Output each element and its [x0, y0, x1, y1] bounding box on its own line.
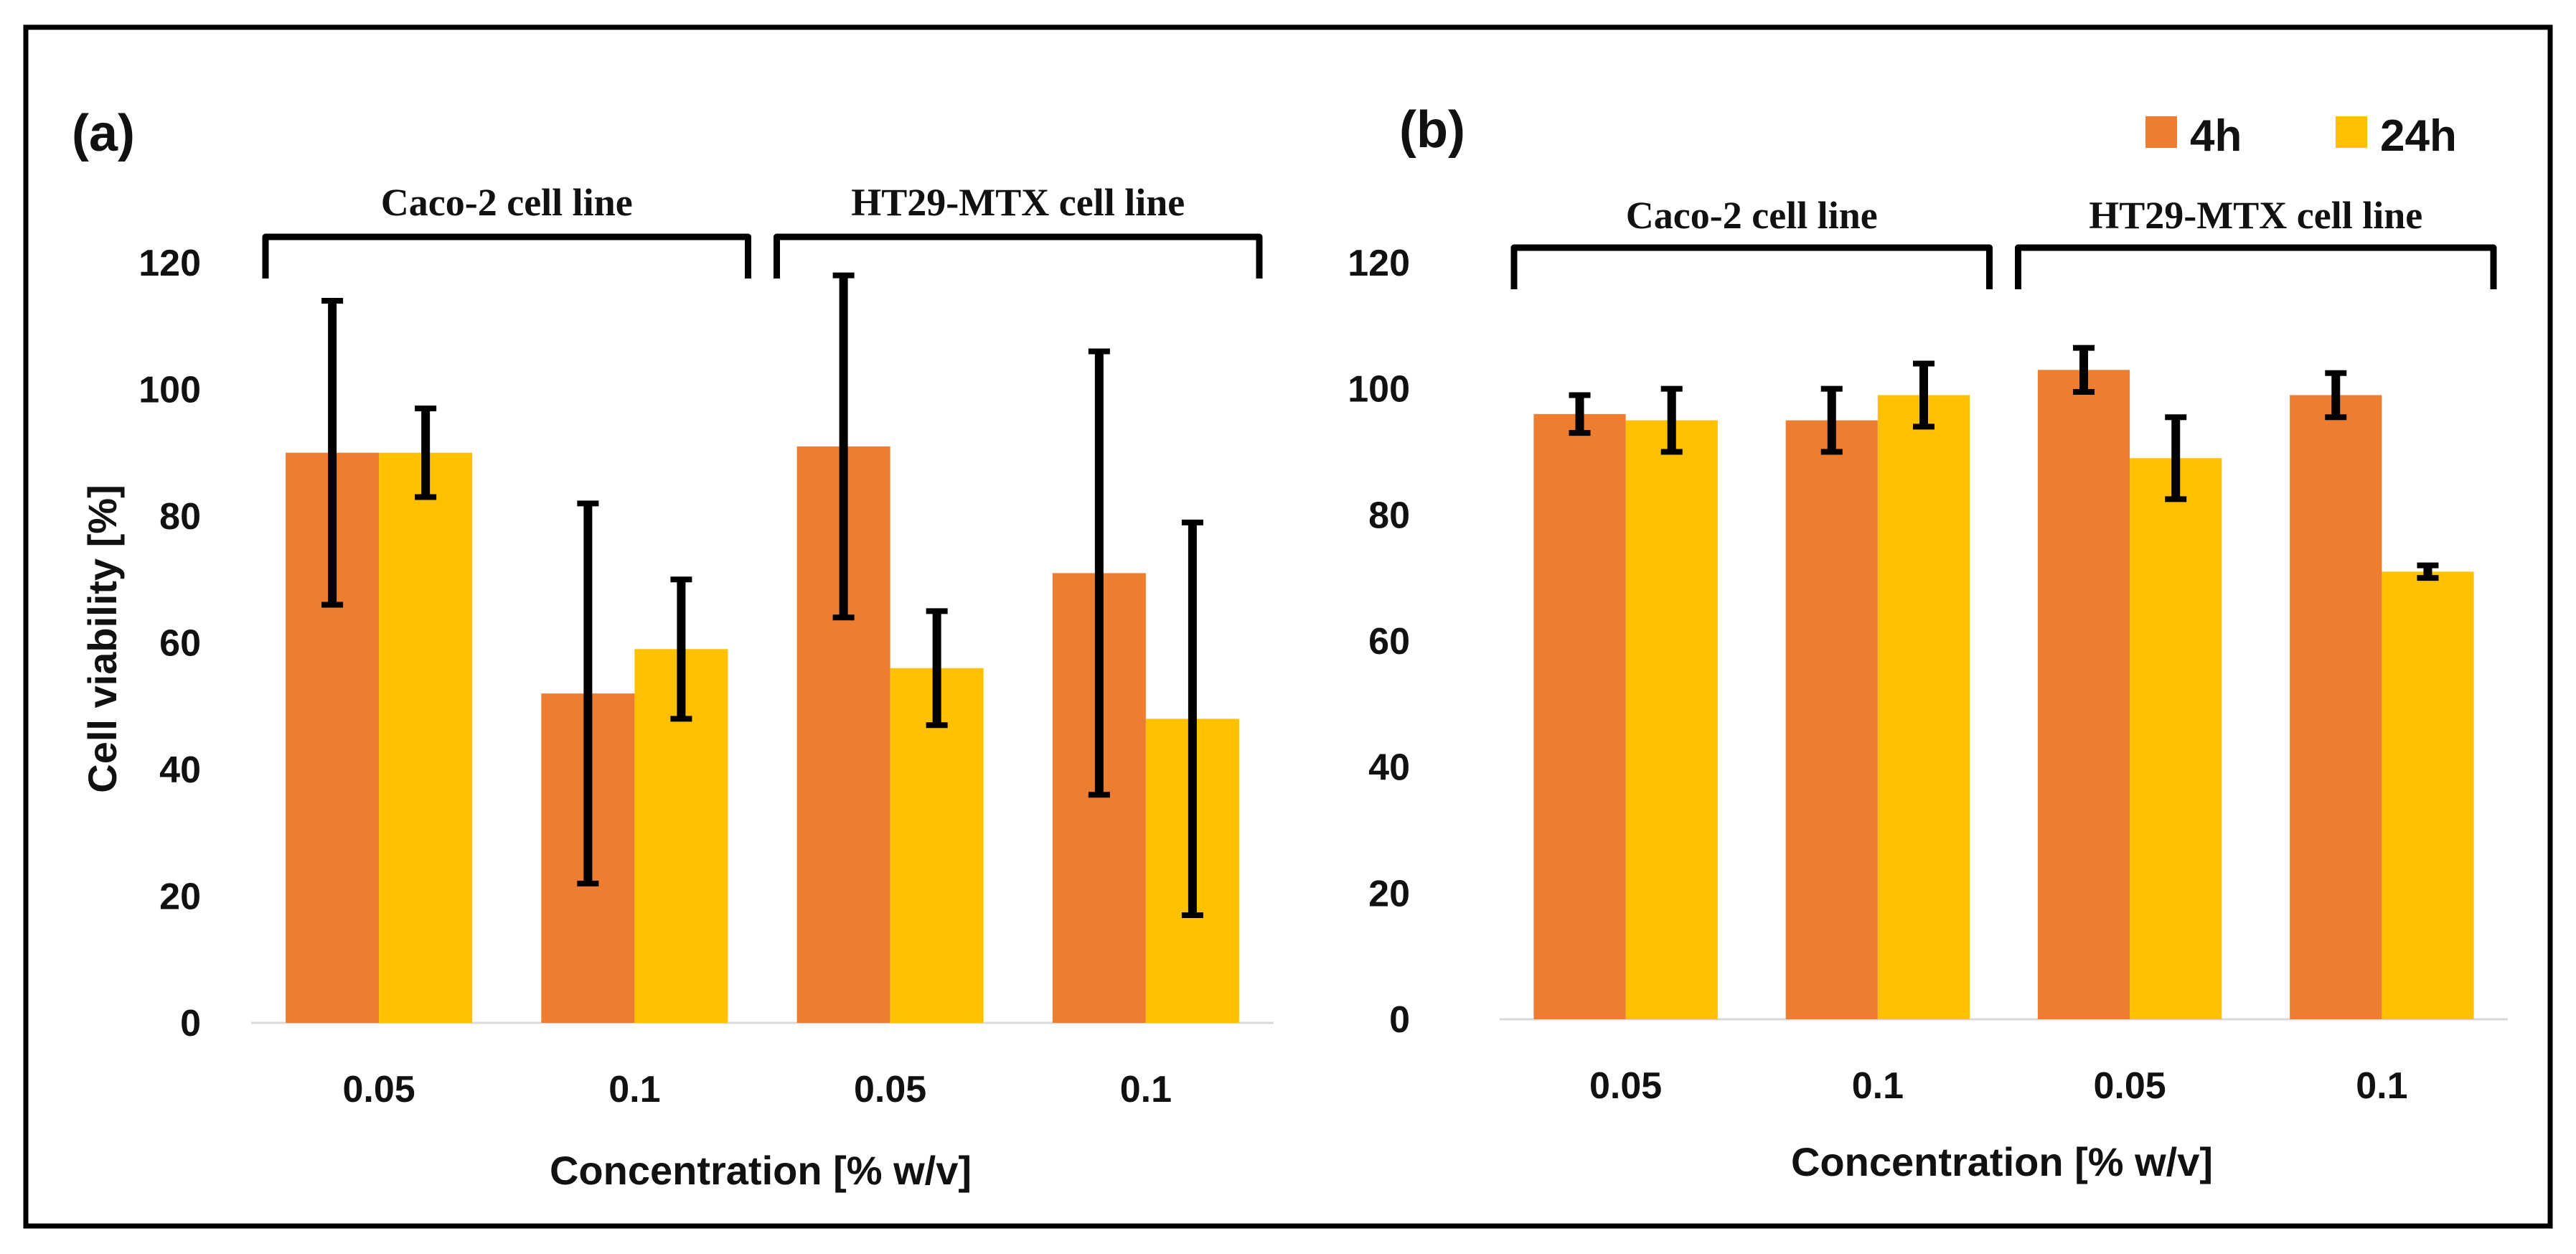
panel-b-bar-4h-1 [1533, 413, 1626, 1019]
panel-b-bar-4h-3 [2037, 370, 2130, 1019]
panel-b-y-tick-label: 40 [1368, 747, 1410, 789]
panel-b-bar-24h-3 [2130, 458, 2222, 1019]
panel-b-x-tick-label: 0.1 [1852, 1065, 1904, 1107]
panel-b-bar-4h-4 [2290, 395, 2382, 1019]
panel-a-group-bracket-2 [774, 233, 1263, 279]
panel-b-y-tick-label: 100 [1348, 369, 1410, 411]
panel-a-x-tick-label: 0.05 [343, 1069, 415, 1110]
panel-a-y-tick-label: 20 [159, 876, 201, 918]
legend-label-4h: 4h [2190, 111, 2242, 161]
legend-swatch-4h [2145, 116, 2177, 148]
chart-layer: (a) 0 20 40 60 80 100 120 Cell viability [%] 0.05… [72, 101, 2508, 1193]
panel-a-group-bracket-1 [262, 233, 751, 279]
panel-b-bar-24h-4 [2382, 571, 2474, 1019]
panel-b-y-tick-label: 80 [1368, 495, 1410, 536]
panel-a-y-tick-label: 100 [138, 370, 201, 411]
legend-swatch-24h [2336, 116, 2367, 148]
panel-b-y-tick-label: 60 [1368, 621, 1410, 663]
panel-a-y-axis-title: Cell viability [%] [80, 485, 125, 792]
panel-b-x-tick-label: 0.05 [1589, 1065, 1662, 1107]
panel-b-x-tick-label: 0.05 [2094, 1065, 2166, 1107]
panel-a-bar-24h-1 [379, 452, 473, 1023]
panel-b-x-tick-label: 0.1 [2356, 1065, 2407, 1107]
panel-a-x-tick-label: 0.1 [608, 1069, 660, 1110]
panel-a-group-label-2: HT29-MTX cell line [851, 181, 1185, 224]
panel-a-y-tick-label: 40 [159, 749, 201, 791]
panel-b-group-label-2: HT29-MTX cell line [2089, 194, 2422, 237]
panel-a-label: (a) [72, 105, 135, 162]
panel-b-bar-4h-2 [1785, 420, 1878, 1019]
panel-a-x-axis-title: Concentration [% w/v] [550, 1148, 972, 1193]
panel-b-bar-24h-2 [1877, 395, 1970, 1019]
panel-a-y-tick-label: 0 [180, 1003, 201, 1044]
panel-a-y-tick-label: 120 [138, 243, 201, 284]
panel-b-x-axis-title: Concentration [% w/v] [1791, 1139, 2213, 1184]
panel-a-y-tick-label: 80 [159, 496, 201, 538]
panel-b-y-tick-label: 20 [1368, 873, 1410, 914]
panel-b-y-tick-label: 120 [1348, 243, 1410, 284]
panel-b-y-tick-label: 0 [1389, 999, 1410, 1041]
panel-a-x-tick-label: 0.1 [1120, 1069, 1172, 1110]
panel-a-group-label-1: Caco-2 cell line [381, 181, 633, 224]
panel-b-group-bracket-2 [2015, 244, 2497, 289]
panel-b-group-bracket-1 [1510, 244, 1993, 289]
panel-b-bar-24h-1 [1625, 420, 1718, 1019]
panel-a-y-tick-label: 60 [159, 623, 201, 665]
panel-b-label: (b) [1399, 101, 1465, 159]
panel-b-group-label-1: Caco-2 cell line [1626, 194, 1878, 237]
legend-label-24h: 24h [2380, 111, 2457, 161]
panel-a-x-tick-label: 0.05 [854, 1069, 926, 1110]
